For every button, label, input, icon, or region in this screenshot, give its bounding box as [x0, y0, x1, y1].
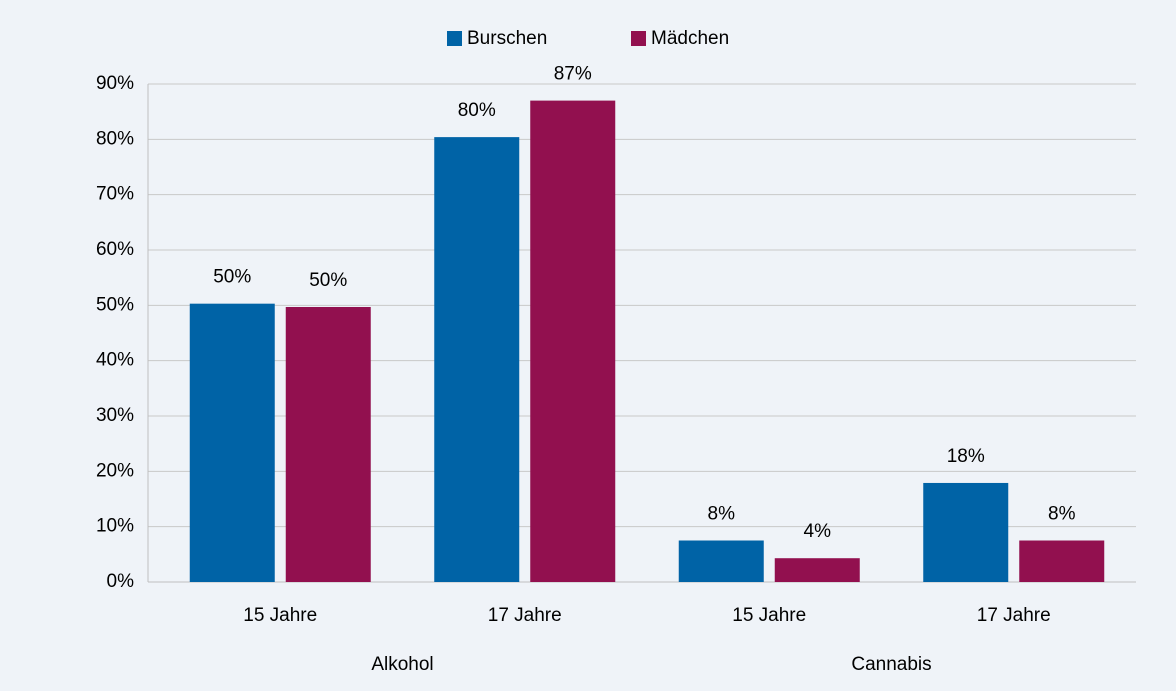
y-tick-label: 0%	[107, 571, 135, 592]
x-tick-label: 15 Jahre	[732, 605, 806, 626]
bar	[285, 306, 371, 582]
bar	[530, 100, 616, 582]
bar	[678, 540, 764, 582]
value-label: 8%	[708, 504, 736, 525]
bar	[189, 303, 275, 582]
group-label: Alkohol	[371, 654, 433, 675]
bar	[434, 137, 520, 582]
value-label: 8%	[1048, 504, 1076, 525]
legend-label: Mädchen	[651, 28, 729, 49]
y-tick-label: 90%	[96, 73, 134, 94]
x-tick-label: 17 Jahre	[488, 605, 562, 626]
y-tick-label: 80%	[96, 128, 134, 149]
legend-swatch	[631, 31, 646, 46]
value-label: 50%	[213, 267, 251, 288]
y-tick-label: 50%	[96, 294, 134, 315]
value-label: 50%	[309, 270, 347, 291]
bar	[774, 558, 860, 582]
value-label: 18%	[947, 446, 985, 467]
bar	[923, 482, 1009, 582]
value-label: 87%	[554, 64, 592, 85]
legend-label: Burschen	[467, 28, 547, 49]
value-label: 4%	[804, 521, 832, 542]
y-tick-label: 60%	[96, 239, 134, 260]
bar	[1019, 540, 1105, 582]
y-tick-label: 10%	[96, 516, 134, 537]
group-label: Cannabis	[851, 654, 931, 675]
value-label: 80%	[458, 100, 496, 121]
legend-swatch	[447, 31, 462, 46]
y-tick-label: 20%	[96, 460, 134, 481]
y-tick-label: 70%	[96, 184, 134, 205]
y-tick-label: 40%	[96, 350, 134, 371]
y-tick-label: 30%	[96, 405, 134, 426]
x-tick-label: 17 Jahre	[977, 605, 1051, 626]
x-tick-label: 15 Jahre	[243, 605, 317, 626]
